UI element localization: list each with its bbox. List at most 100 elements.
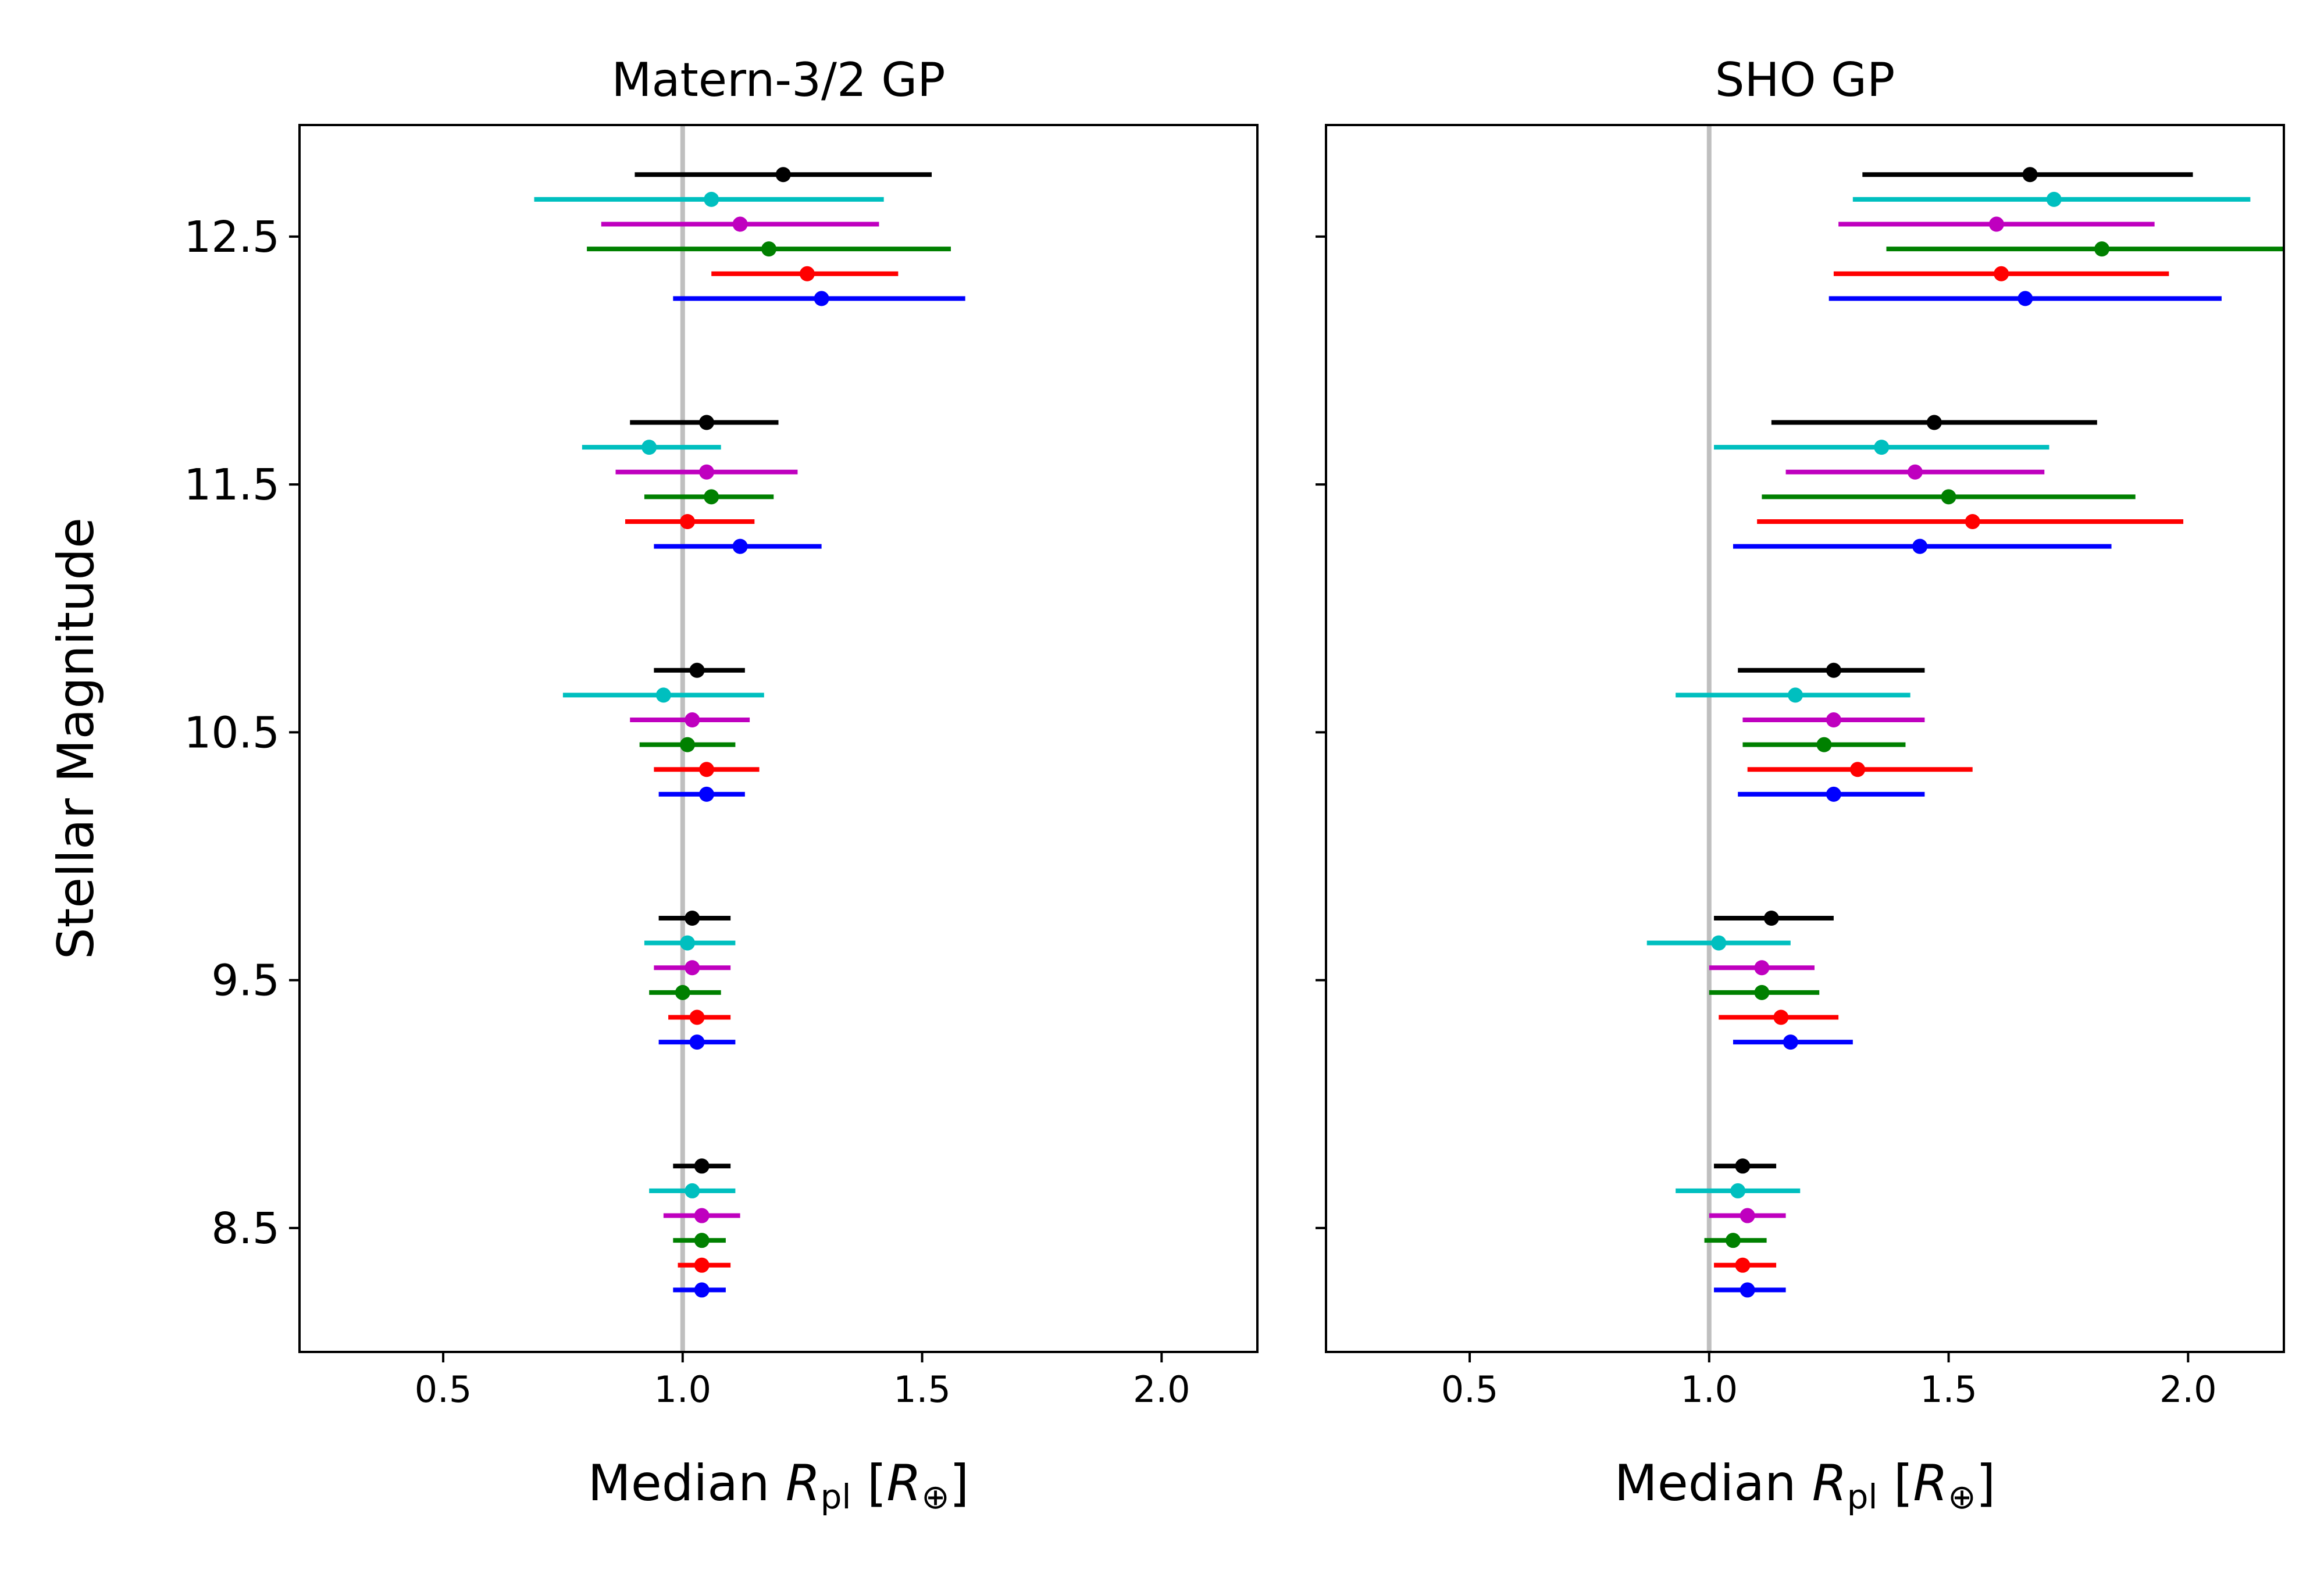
median-point — [2094, 241, 2110, 257]
x-tick-label: 0.5 — [1441, 1368, 1499, 1411]
median-point — [1754, 960, 1770, 976]
median-point — [1912, 538, 1928, 554]
median-point — [698, 786, 714, 802]
y-axis-label: Stellar Magnitude — [47, 518, 105, 959]
x-axis-label-unit_sub: ⊕ — [921, 1477, 950, 1517]
median-point — [2022, 167, 2038, 183]
median-point — [761, 241, 777, 257]
median-point — [655, 687, 671, 703]
median-point — [1788, 687, 1803, 703]
panel-matern: 0.5 1.0 1.5 2.0 8.5 9.5 10.5 11.5 12.5 Matern-3/2… — [47, 53, 1259, 1517]
median-point — [685, 960, 700, 976]
median-point — [1783, 1034, 1798, 1050]
magnitude-group — [1714, 415, 2184, 554]
median-point — [775, 167, 791, 183]
median-point — [704, 489, 719, 505]
median-point — [675, 984, 690, 1000]
median-point — [685, 911, 700, 926]
x-axis-label: Median Rpl [R⊕] — [588, 1454, 969, 1517]
axes-frame — [298, 124, 1259, 1353]
median-point — [704, 191, 719, 207]
axes-frame — [1325, 124, 2285, 1353]
x-axis-label-mid: [ — [851, 1454, 887, 1512]
y-tick-label: 11.5 — [184, 460, 280, 510]
magnitude-group — [562, 662, 764, 802]
x-axis-label: Median Rpl [R⊕] — [1614, 1454, 1996, 1517]
median-point — [1816, 737, 1832, 752]
median-point — [1763, 911, 1779, 926]
y-tick-label: 10.5 — [184, 708, 280, 758]
magnitude-group — [534, 167, 965, 306]
median-point — [732, 216, 748, 232]
magnitude-group — [1828, 167, 2284, 306]
x-axis-label-unit_sub: ⊕ — [1948, 1477, 1976, 1517]
magnitude-group — [1646, 911, 1853, 1050]
x-tick-label: 0.5 — [415, 1368, 472, 1411]
x-axis-label-unit: R — [1913, 1454, 1948, 1512]
median-point — [1730, 1183, 1746, 1198]
median-point — [2046, 191, 2062, 207]
x-axis-label-mid: [ — [1878, 1454, 1913, 1512]
y-tick-label: 9.5 — [211, 956, 280, 1006]
panel-title: SHO GP — [1715, 53, 1895, 107]
median-point — [1735, 1158, 1751, 1174]
x-tick-label: 1.5 — [1920, 1368, 1977, 1411]
median-point — [680, 737, 696, 752]
x-axis-label-var: R — [1812, 1454, 1847, 1512]
median-point — [685, 1183, 700, 1198]
median-point — [680, 514, 696, 530]
magnitude-group — [1676, 662, 1973, 802]
median-point — [1735, 1257, 1751, 1273]
x-axis-label-var: R — [786, 1454, 821, 1512]
median-point — [685, 712, 700, 728]
median-point — [1773, 1009, 1789, 1025]
median-point — [694, 1282, 710, 1298]
median-point — [1826, 786, 1841, 802]
x-axis-label-prefix: Median — [588, 1454, 786, 1512]
x-axis-label-suffix: ] — [1976, 1454, 1996, 1512]
median-point — [698, 762, 714, 777]
x-tick-label: 2.0 — [1133, 1368, 1190, 1411]
median-point — [694, 1208, 710, 1223]
median-point — [689, 1034, 705, 1050]
median-point — [1988, 216, 2004, 232]
x-axis-label-suffix: ] — [950, 1454, 969, 1512]
median-point — [1740, 1208, 1755, 1223]
median-point — [1907, 464, 1923, 480]
x-axis-label-sub: pl — [1847, 1477, 1878, 1517]
median-point — [1826, 712, 1841, 728]
x-tick-label: 1.5 — [893, 1368, 951, 1411]
median-point — [694, 1233, 710, 1248]
data-layer — [1646, 167, 2284, 1298]
magnitude-group — [649, 1158, 740, 1298]
median-point — [689, 662, 705, 678]
panel-title: Matern-3/2 GP — [611, 53, 945, 107]
magnitude-group — [582, 415, 822, 554]
x-axis-label-prefix: Median — [1614, 1454, 1812, 1512]
median-point — [1754, 984, 1770, 1000]
x-axis-label-sub: pl — [821, 1477, 851, 1517]
median-point — [799, 266, 815, 281]
x-axis-label-unit: R — [886, 1454, 921, 1512]
median-point — [732, 538, 748, 554]
y-tick-label: 12.5 — [184, 212, 280, 262]
median-point — [1850, 762, 1866, 777]
median-point — [1994, 266, 2009, 281]
magnitude-group — [1676, 1158, 1801, 1298]
median-point — [698, 464, 714, 480]
median-point — [2018, 291, 2033, 306]
median-point — [694, 1158, 710, 1174]
median-point — [1941, 489, 1956, 505]
median-point — [1826, 662, 1841, 678]
median-point — [1740, 1282, 1755, 1298]
median-point — [1725, 1233, 1741, 1248]
median-point — [1965, 514, 1980, 530]
median-point — [1926, 415, 1942, 430]
median-point — [641, 440, 657, 455]
median-point — [814, 291, 829, 306]
median-point — [689, 1009, 705, 1025]
median-point — [1874, 440, 1890, 455]
